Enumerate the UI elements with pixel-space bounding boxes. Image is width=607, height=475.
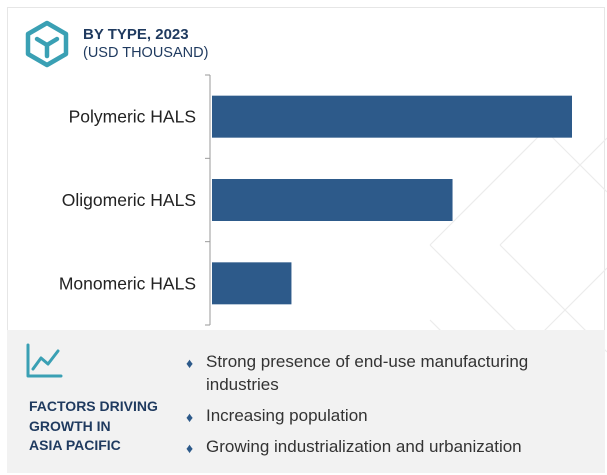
bar-polymeric-hals [212, 95, 572, 138]
trend-line-icon [26, 343, 63, 378]
factors-title-line-3: ASIA PACIFIC [29, 437, 121, 453]
cube-outline-icon [25, 20, 69, 68]
factor-text: Strong presence of end-use manufacturing… [206, 352, 529, 394]
factor-text: Growing industrialization and urbanizati… [206, 437, 522, 456]
category-label: Monomeric HALS [59, 273, 196, 293]
category-label: Polymeric HALS [69, 107, 196, 127]
factor-text: Increasing population [206, 406, 368, 425]
bar-monomeric-hals [212, 262, 292, 305]
category-label: Oligomeric HALS [62, 190, 196, 210]
bar-chart: Polymeric HALS Oligomeric HALS Monomeric H… [59, 74, 572, 326]
chart-title: BY TYPE, 2023 [83, 26, 189, 43]
factors-panel [7, 330, 605, 473]
factor-item: ♦ Growing industrialization and urbaniza… [186, 435, 586, 458]
factors-title-line-2: GROWTH IN [29, 417, 111, 434]
factors-title: FACTORS DRIVING GROWTH IN ASIA PACIFIC [29, 397, 169, 456]
factors-title-line-1: FACTORS DRIVING [29, 398, 158, 414]
factors-list: ♦ Strong presence of end-use manufacturi… [186, 350, 586, 466]
diamond-bullet-icon: ♦ [186, 409, 194, 425]
diamond-bullet-icon: ♦ [186, 355, 194, 371]
diamond-bullet-icon: ♦ [186, 440, 194, 456]
bar-oligomeric-hals [212, 179, 453, 221]
factor-item: ♦ Increasing population [186, 404, 586, 427]
chart-subtitle: (USD THOUSAND) [83, 45, 209, 61]
factor-item: ♦ Strong presence of end-use manufacturi… [186, 350, 586, 396]
